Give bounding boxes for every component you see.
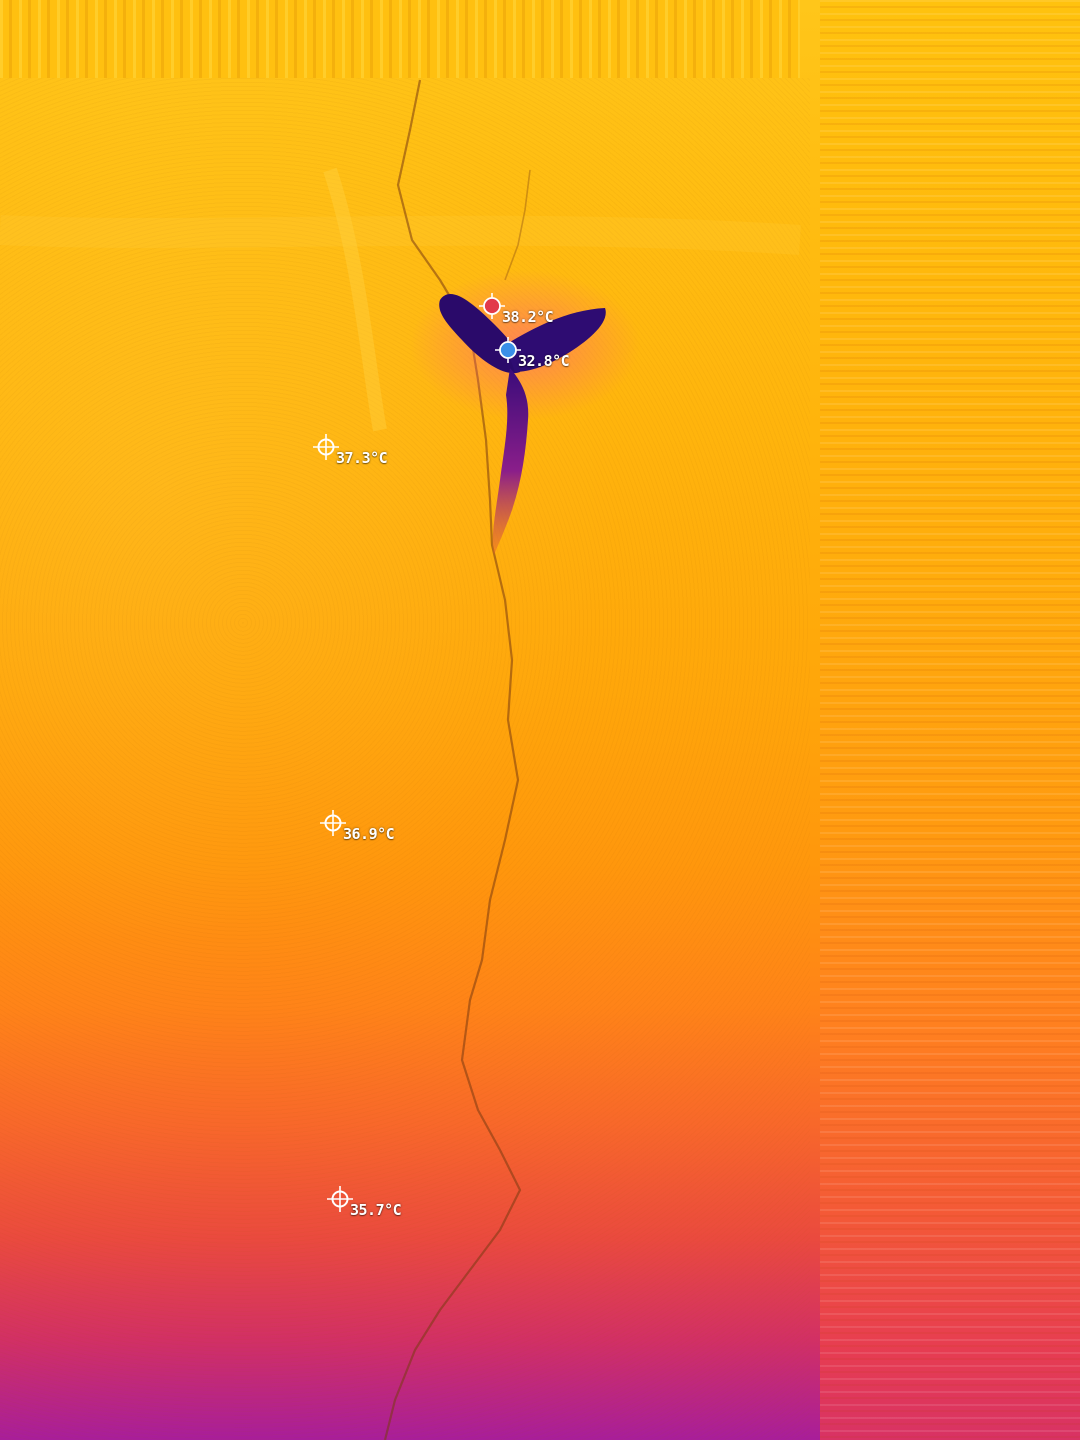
blue-dot-crosshair-icon (495, 337, 521, 363)
wall-crack-branch (504, 169, 531, 281)
crosshair-icon (313, 434, 339, 460)
right-edge-strip (820, 0, 1080, 1440)
crosshair-icon (320, 810, 346, 836)
cold-spot-right-arm (505, 308, 606, 372)
top-edge-strip (0, 0, 800, 78)
crosshair-icon (327, 1186, 353, 1212)
spot-temp-label: 37.3°C (336, 449, 388, 467)
max-temp-label: 38.2°C (502, 308, 554, 326)
wall-surface (0, 78, 810, 1440)
min-temp-label: 32.8°C (518, 352, 570, 370)
wall-streak (0, 215, 801, 255)
spot-temp-label: 36.9°C (343, 825, 395, 843)
spot-temp-label: 35.7°C (350, 1201, 402, 1219)
wall-streak (323, 167, 387, 432)
red-dot-crosshair-icon (479, 293, 505, 319)
cold-spot-stem (492, 368, 529, 555)
